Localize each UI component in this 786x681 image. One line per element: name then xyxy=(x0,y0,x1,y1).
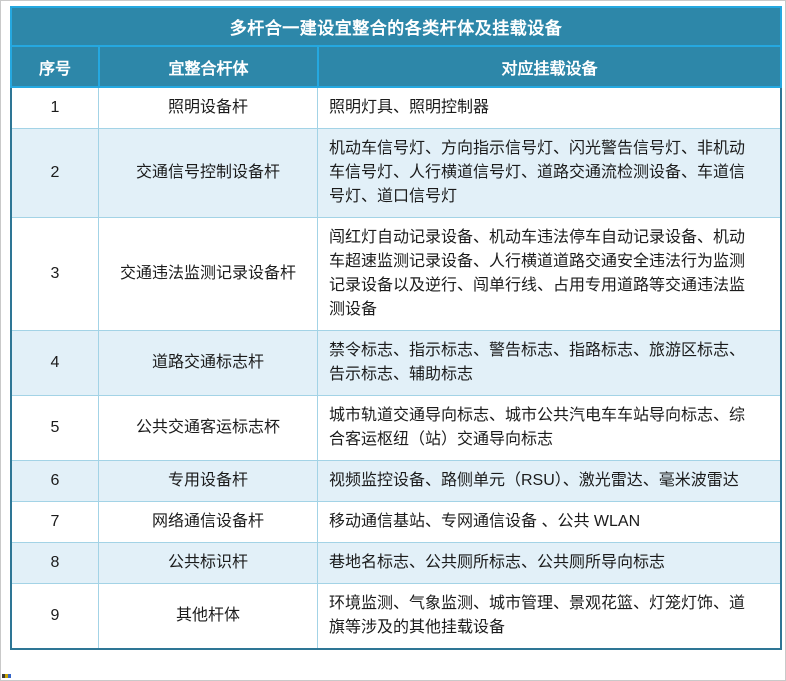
table-row: 6 专用设备杆 视频监控设备、路侧单元（RSU）、激光雷达、毫米波雷达 xyxy=(12,460,780,501)
row-index: 4 xyxy=(12,330,98,395)
table-row: 5 公共交通客运标志杯 城市轨道交通导向标志、城市公共汽电车车站导向标志、综合客… xyxy=(12,395,780,460)
table-header-row: 序号 宜整合杆体 对应挂载设备 xyxy=(10,47,782,88)
table-body: 1 照明设备杆 照明灯具、照明控制器 2 交通信号控制设备杆 机动车信号灯、方向… xyxy=(10,88,782,650)
mounted-devices: 禁令标志、指示标志、警告标志、指路标志、旅游区标志、告示标志、辅助标志 xyxy=(317,330,780,395)
column-header-pole-type: 宜整合杆体 xyxy=(98,47,317,86)
pole-type: 公共标识杆 xyxy=(98,542,317,583)
mounted-devices: 闯红灯自动记录设备、机动车违法停车自动记录设备、机动车超速监测记录设备、人行横道… xyxy=(317,217,780,330)
mounted-devices: 环境监测、气象监测、城市管理、景观花篮、灯笼灯饰、道旗等涉及的其他挂载设备 xyxy=(317,583,780,648)
table-row: 2 交通信号控制设备杆 机动车信号灯、方向指示信号灯、闪光警告信号灯、非机动车信… xyxy=(12,128,780,217)
mounted-devices: 机动车信号灯、方向指示信号灯、闪光警告信号灯、非机动车信号灯、人行横道信号灯、道… xyxy=(317,128,780,217)
pole-type: 其他杆体 xyxy=(98,583,317,648)
pole-type: 照明设备杆 xyxy=(98,88,317,128)
row-index: 6 xyxy=(12,460,98,501)
corner-pixel-artifact xyxy=(2,674,11,678)
mounted-devices: 照明灯具、照明控制器 xyxy=(317,88,780,128)
table-title: 多杆合一建设宜整合的各类杆体及挂载设备 xyxy=(10,6,782,47)
column-header-index: 序号 xyxy=(38,60,71,78)
row-index: 2 xyxy=(12,128,98,217)
table-row: 1 照明设备杆 照明灯具、照明控制器 xyxy=(12,88,780,128)
row-index: 1 xyxy=(50,99,60,116)
table-row: 7 网络通信设备杆 移动通信基站、专网通信设备 、公共 WLAN xyxy=(12,501,780,542)
pole-type: 交通违法监测记录设备杆 xyxy=(98,217,317,330)
row-index: 5 xyxy=(12,395,98,460)
pole-type: 网络通信设备杆 xyxy=(98,501,317,542)
mounted-devices: 移动通信基站、专网通信设备 、公共 WLAN xyxy=(317,501,780,542)
table-row: 3 交通违法监测记录设备杆 闯红灯自动记录设备、机动车违法停车自动记录设备、机动… xyxy=(12,217,780,330)
column-header-devices: 对应挂载设备 xyxy=(317,47,780,86)
pole-type: 道路交通标志杆 xyxy=(98,330,317,395)
mounted-devices: 城市轨道交通导向标志、城市公共汽电车车站导向标志、综合客运枢纽（站）交通导向标志 xyxy=(317,395,780,460)
row-index: 3 xyxy=(12,217,98,330)
row-index: 8 xyxy=(12,542,98,583)
table-row: 9 其他杆体 环境监测、气象监测、城市管理、景观花篮、灯笼灯饰、道旗等涉及的其他… xyxy=(12,583,780,648)
poles-integration-table: 多杆合一建设宜整合的各类杆体及挂载设备 序号 宜整合杆体 对应挂载设备 1 照明… xyxy=(10,6,782,650)
mounted-devices: 巷地名标志、公共厕所标志、公共厕所导向标志 xyxy=(317,542,780,583)
row-index: 7 xyxy=(12,501,98,542)
pole-type: 专用设备杆 xyxy=(98,460,317,501)
row-index: 9 xyxy=(12,583,98,648)
mounted-devices: 视频监控设备、路侧单元（RSU）、激光雷达、毫米波雷达 xyxy=(317,460,780,501)
pole-type: 交通信号控制设备杆 xyxy=(98,128,317,217)
pole-type: 公共交通客运标志杯 xyxy=(98,395,317,460)
table-row: 8 公共标识杆 巷地名标志、公共厕所标志、公共厕所导向标志 xyxy=(12,542,780,583)
table-row: 4 道路交通标志杆 禁令标志、指示标志、警告标志、指路标志、旅游区标志、告示标志… xyxy=(12,330,780,395)
